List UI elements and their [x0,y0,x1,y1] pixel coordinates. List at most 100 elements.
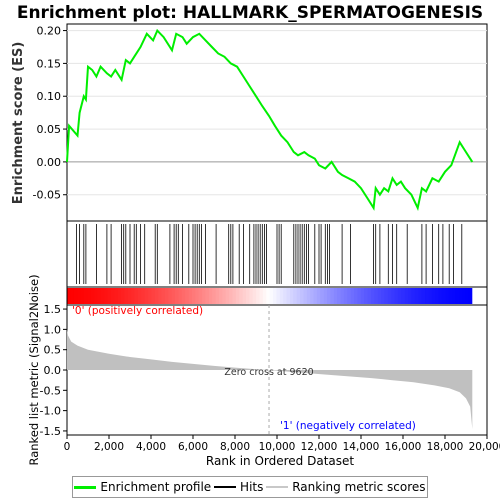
colorbar-segment [87,288,92,304]
colorbar-segment [117,288,122,304]
colorbar-segment [306,288,311,304]
colorbar-segment [289,288,294,304]
colorbar-segment [408,288,413,304]
colorbar-segment [198,288,203,304]
colorbar-segment [188,288,193,304]
ranking-metric-area [67,329,473,429]
colorbar-segment [127,288,132,304]
colorbar-segment [178,288,183,304]
colorbar-segment [435,288,440,304]
legend-item-hits: Hits [214,480,263,494]
colorbar-segment [370,288,375,304]
colorbar-segment [360,288,365,304]
colorbar-segment [124,288,129,304]
hits-panel [66,220,488,306]
legend-ranking-label: Ranking metric scores [292,480,426,494]
colorbar-segment [97,288,102,304]
colorbar-segment [445,288,450,304]
colorbar-segment [418,288,423,304]
colorbar-segment [161,288,166,304]
colorbar-segment [202,288,206,304]
es-ytick-label: -0.05 [33,189,61,202]
colorbar-segment [303,288,308,304]
colorbar-segment [293,288,298,304]
colorbar-segment [191,288,196,304]
colorbar-segment [448,288,453,304]
colorbar-segment [110,288,115,304]
colorbar-segment [397,288,402,304]
colorbar-segment [185,288,190,304]
colorbar-segment [158,288,163,304]
colorbar-gap [472,288,487,304]
rank-ytick-label: -1.0 [40,405,61,418]
colorbar-segment [455,288,460,304]
colorbar-segment [465,288,470,304]
colorbar-segment [242,288,247,304]
colorbar-segment [121,288,125,304]
colorbar-segment [404,288,409,304]
colorbar-segment [164,288,169,304]
colorbar-segment [421,288,426,304]
enrichment-profile-line [66,28,474,211]
rank-ytick-label: -1.5 [40,425,61,438]
colorbar-segment [137,288,142,304]
chart-legend: Enrichment profile Hits Ranking metric s… [72,476,428,498]
colorbar-segment [148,288,152,304]
colorbar-segment [256,288,261,304]
profile-swatch [74,485,97,489]
colorbar-segment [144,288,149,304]
colorbar-segment [458,288,463,304]
es-ylabel: Enrichment score (ES) [11,42,26,205]
colorbar-segment [425,288,429,304]
colorbar-segment [438,288,443,304]
colorbar-segment [70,288,75,304]
es-ytick-label: 0.15 [37,57,62,70]
es-ytick-label: 0.10 [37,90,62,103]
colorbar-segment [232,288,237,304]
colorbar-segment [154,288,159,304]
colorbar-segment [377,288,382,304]
colorbar-segment [262,288,267,304]
colorbar-segment [114,288,119,304]
colorbar-segment [357,288,362,304]
colorbar-segment [441,288,446,304]
colorbar-segment [323,288,328,304]
colorbar-segment [134,288,139,304]
colorbar-segment [131,288,136,304]
colorbar-segment [100,288,105,304]
rank-xtick-label: 16,000 [385,441,422,453]
colorbar-segment [249,288,254,304]
colorbar-segment [391,288,396,304]
colorbar-segment [327,288,331,304]
colorbar-segment [428,288,433,304]
colorbar-segment [246,288,250,304]
rank-ytick-label: 0.5 [44,344,62,357]
colorbar-segment [462,288,467,304]
colorbar-segment [215,288,220,304]
colorbar-segment [276,288,281,304]
colorbar-segment [354,288,358,304]
positive-correlation-label: '0' (positively correlated) [72,305,203,317]
colorbar-segment [367,288,372,304]
negative-correlation-label: '1' (negatively correlated) [280,420,416,432]
rank-xlabel: Rank in Ordered Dataset [206,454,354,468]
colorbar-segment [205,288,210,304]
colorbar-segment [316,288,321,304]
rank-ytick-label: 1.5 [44,303,62,316]
colorbar-segment [313,288,318,304]
colorbar-segment [175,288,179,304]
es-ytick-label: 0.00 [37,156,62,169]
es-ytick-label: 0.05 [37,123,62,136]
colorbar-segment [340,288,345,304]
colorbar-segment [452,288,456,304]
colorbar-segment [181,288,186,304]
hits-swatch [214,486,237,488]
colorbar-segment [296,288,301,304]
ranking-swatch [266,486,289,488]
colorbar-segment [381,288,385,304]
es-panel: 0.20 0.15 0.10 0.05 0.00 -0.05 Enrichment sco… [11,23,488,222]
legend-profile-label: Enrichment profile [100,480,212,494]
colorbar-segment [107,288,112,304]
colorbar-segment [350,288,355,304]
